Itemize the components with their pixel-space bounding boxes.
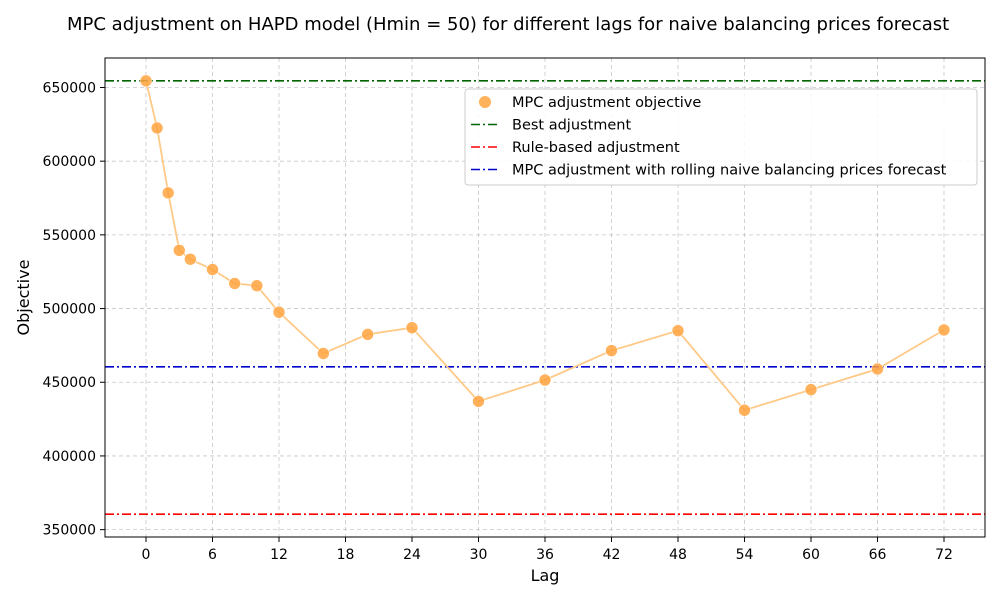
x-tick-label: 12 <box>270 547 288 563</box>
x-tick-label: 66 <box>869 547 887 563</box>
data-point <box>184 252 197 266</box>
x-axis-label: Lag <box>531 566 560 585</box>
y-tick-label: 400000 <box>43 449 96 465</box>
data-point <box>871 362 884 376</box>
data-point <box>172 244 186 257</box>
y-tick-label: 550000 <box>43 228 96 244</box>
x-axis-ticks: 0 6 12 18 24 30 36 42 48 54 60 66 72 <box>142 537 953 563</box>
data-point <box>671 324 685 337</box>
y-tick-label: 500000 <box>43 302 96 318</box>
data-point <box>605 344 618 357</box>
data-point <box>206 263 219 276</box>
data-point <box>150 121 164 135</box>
legend-label: MPC adjustment objective <box>512 95 701 111</box>
data-point <box>538 373 552 387</box>
y-tick-label: 650000 <box>43 80 96 96</box>
data-point <box>361 328 374 341</box>
legend-marker <box>479 96 491 108</box>
data-point <box>317 347 330 360</box>
data-point <box>272 305 286 319</box>
x-tick-label: 18 <box>337 547 355 563</box>
data-point <box>161 186 175 200</box>
data-point <box>405 321 419 335</box>
x-tick-label: 24 <box>403 547 421 563</box>
x-tick-label: 54 <box>736 547 754 563</box>
y-axis-ticks: 350000 400000 450000 500000 550000 600000 6500… <box>43 80 105 539</box>
x-tick-label: 48 <box>669 547 687 563</box>
legend: MPC adjustment objective Best adjustment R… <box>464 88 978 186</box>
data-point <box>937 323 951 337</box>
data-point <box>804 383 818 396</box>
data-point <box>139 74 153 88</box>
data-point <box>250 279 264 293</box>
y-tick-label: 450000 <box>43 375 96 391</box>
data-point <box>738 403 751 417</box>
y-tick-label: 350000 <box>43 523 96 539</box>
x-tick-label: 72 <box>935 547 953 563</box>
x-tick-label: 42 <box>603 547 621 563</box>
legend-box <box>464 88 978 186</box>
x-tick-label: 30 <box>470 547 488 563</box>
data-points <box>139 74 951 417</box>
y-axis-label: Objective <box>14 260 33 336</box>
legend-label: MPC adjustment with rolling naive balanc… <box>512 163 947 179</box>
chart-title: MPC adjustment on HAPD model (Hmin = 50)… <box>67 14 949 35</box>
x-tick-label: 6 <box>208 547 217 563</box>
data-point <box>228 277 241 290</box>
x-tick-label: 36 <box>536 547 554 563</box>
y-tick-label: 600000 <box>43 154 96 170</box>
data-point <box>472 395 485 408</box>
legend-label: Best adjustment <box>512 118 632 134</box>
legend-label: Rule-based adjustment <box>512 140 680 156</box>
x-tick-label: 60 <box>802 547 820 563</box>
reference-lines <box>105 80 985 515</box>
x-tick-label: 0 <box>142 547 151 563</box>
